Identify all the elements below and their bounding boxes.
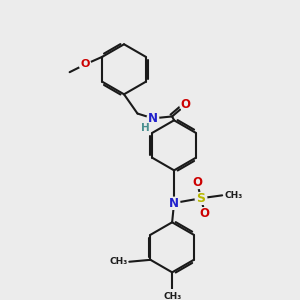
Text: CH₃: CH₃: [109, 257, 128, 266]
Text: O: O: [192, 176, 202, 189]
Circle shape: [180, 99, 191, 111]
Text: O: O: [181, 98, 190, 111]
Circle shape: [195, 193, 207, 204]
Circle shape: [168, 197, 180, 209]
Text: O: O: [80, 59, 90, 70]
Circle shape: [147, 112, 159, 124]
Text: H: H: [141, 123, 150, 133]
Circle shape: [199, 208, 211, 219]
Circle shape: [79, 59, 91, 70]
Text: O: O: [200, 207, 210, 220]
Text: N: N: [169, 196, 179, 209]
Text: CH₃: CH₃: [224, 191, 242, 200]
Circle shape: [191, 177, 203, 189]
Text: S: S: [196, 192, 206, 205]
Text: CH₃: CH₃: [163, 292, 181, 300]
Text: N: N: [148, 112, 158, 125]
